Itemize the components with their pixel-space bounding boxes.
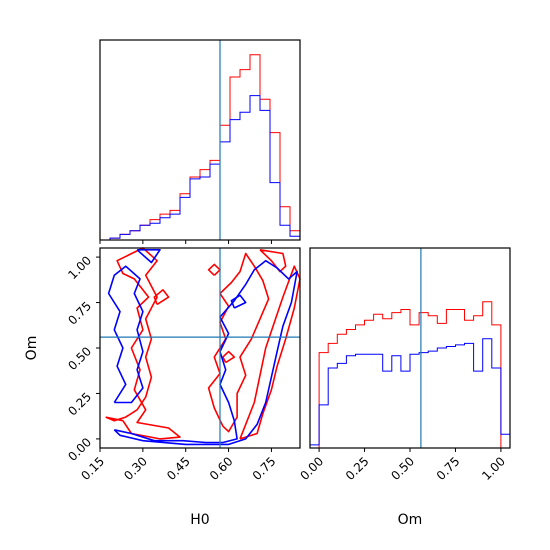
tick-label-h0-4: 0.75 xyxy=(250,454,279,483)
contour-red-1 xyxy=(207,252,270,433)
contour-red-0 xyxy=(105,247,181,440)
hist-h0-blue-series xyxy=(100,95,301,241)
frame-om-histogram xyxy=(309,247,511,449)
contour-blue-3 xyxy=(230,294,247,309)
panel-h0-histogram xyxy=(99,39,301,244)
tick-label-h0-3: 0.60 xyxy=(207,454,236,483)
contour-blue-1 xyxy=(113,259,298,446)
tick-label-h0-2: 0.45 xyxy=(164,454,193,483)
tick-label-h0-0: 0.15 xyxy=(78,454,107,483)
contour-red-6 xyxy=(222,350,236,364)
tick-label-h0-1: 0.30 xyxy=(121,454,150,483)
hist-om-blue-series xyxy=(309,338,511,448)
tick-label-om-bottom-4: 1.00 xyxy=(479,454,508,483)
frame-2d-contour xyxy=(99,247,301,449)
contour-blue-2 xyxy=(136,249,161,264)
hist-om-red-series xyxy=(310,301,510,449)
contour-blue-0 xyxy=(107,265,144,404)
contour-red-3 xyxy=(259,249,287,273)
tick-label-om-left-4: 1.00 xyxy=(65,253,94,282)
tick-label-om-bottom-1: 0.25 xyxy=(343,454,372,483)
contour-red-5 xyxy=(207,263,221,276)
tick-label-om-left-0: 0.00 xyxy=(65,435,94,464)
tick-label-om-bottom-3: 0.75 xyxy=(434,454,463,483)
tick-label-om-bottom-2: 0.50 xyxy=(388,454,417,483)
contour-red-2 xyxy=(239,265,301,440)
x-axis-label-h0: H0 xyxy=(190,512,209,528)
panel-om-histogram: 0.00 0.25 0.50 0.75 1.00 xyxy=(297,247,511,483)
contour-red-4 xyxy=(153,289,170,306)
y-axis-label-om: Om xyxy=(24,336,40,361)
tick-label-om-bottom-0: 0.00 xyxy=(297,454,326,483)
tick-label-om-left-2: 0.50 xyxy=(65,344,94,373)
panel-2d-contour: 0.15 0.30 0.45 0.60 0.75 0.00 0.25 0.50 0.75 1.0… xyxy=(65,247,301,483)
tick-label-om-left-1: 0.25 xyxy=(65,390,94,419)
frame-h0-histogram xyxy=(99,39,301,241)
x-axis-label-om: Om xyxy=(398,512,423,528)
tick-label-om-left-3: 0.75 xyxy=(65,299,94,328)
